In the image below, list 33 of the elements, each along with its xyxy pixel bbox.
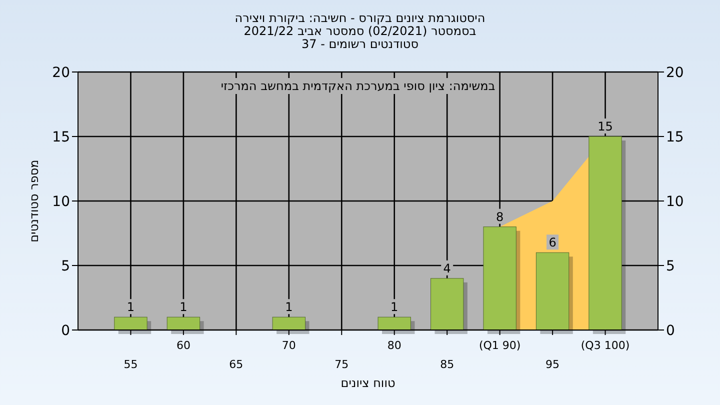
data-label: 1 xyxy=(390,300,398,314)
y-tick-label: 10 xyxy=(52,194,70,210)
x-tick-label: 70 xyxy=(282,339,296,352)
y2-tick-label: 15 xyxy=(666,130,684,146)
y-tick-label: 5 xyxy=(61,258,70,274)
y2-tick-label: 10 xyxy=(666,194,684,210)
x-tick-label: 80 xyxy=(387,339,402,352)
y-axis-title: מספר סטודנטים xyxy=(27,160,41,242)
data-label: 4 xyxy=(443,261,451,276)
y-tick-label: 15 xyxy=(52,130,70,146)
annotation: במשימה: ציון סופי במערכת האקדמית במחשב המרכזי xyxy=(220,79,496,93)
y-tick-label: 0 xyxy=(61,323,70,339)
x-tick-label: 95 xyxy=(546,358,560,371)
y2-tick-label: 5 xyxy=(666,258,675,274)
chart-subtitle: בסמסטר (02/2021) סמסטר אביב 2021/22 סטודנטים רשומים - 37 xyxy=(244,24,476,51)
x-tick-label: 85 xyxy=(440,358,454,371)
x-axis-title: טווח ציונים xyxy=(340,376,396,390)
data-label: 15 xyxy=(598,120,613,134)
chart-title: היסטוגרמת ציונים בקורס - חשיבה: ביקורת ויצירה xyxy=(234,11,486,25)
y2-tick-label: 0 xyxy=(666,323,675,339)
data-label: 1 xyxy=(126,300,135,314)
data-label: 1 xyxy=(285,300,293,314)
y-tick-label: 20 xyxy=(52,65,70,81)
data-label: 6 xyxy=(548,236,556,250)
y2-tick-label: 20 xyxy=(666,65,684,81)
x-tick-label: (Q3 100) xyxy=(580,339,630,352)
x-tick-label: 55 xyxy=(124,358,138,371)
x-tick-label: 75 xyxy=(334,358,349,371)
x-tick-label: 65 xyxy=(229,358,244,371)
data-label: 8 xyxy=(496,210,504,224)
x-tick-label: 60 xyxy=(176,339,190,352)
x-tick-label: (Q1 90) xyxy=(478,339,521,352)
data-label: 1 xyxy=(180,300,188,314)
